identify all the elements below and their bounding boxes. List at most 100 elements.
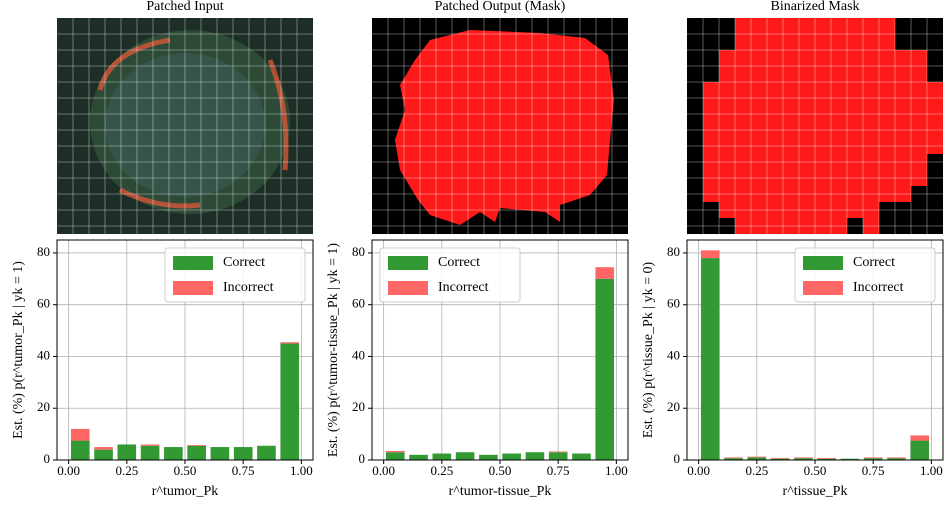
bar: [572, 453, 591, 460]
legend-swatch: [803, 256, 843, 270]
bar: [863, 458, 883, 460]
bar: [770, 458, 790, 460]
legend-label: Correct: [438, 255, 480, 270]
x-tick-label: 0.75: [232, 463, 255, 478]
y-axis-label: Est. (%) p(r^tumor_Pk | yk = 1): [11, 261, 26, 439]
bar: [525, 452, 545, 460]
y-axis-label: Est. (%) p(r^tissue_Pk | yk = 0): [641, 262, 656, 439]
mask-region: [395, 30, 614, 225]
bar: [502, 453, 521, 460]
plot-frame: [686, 239, 944, 461]
bar: [595, 267, 615, 279]
bar: [595, 278, 615, 460]
bar: [747, 457, 767, 460]
panel-title: Patched Input: [146, 0, 223, 14]
x-axis-label: r^tissue_Pk: [783, 484, 848, 499]
legend-label: Incorrect: [438, 280, 489, 295]
y-tick-label: 80: [352, 244, 365, 259]
bar: [794, 457, 813, 459]
bar: [140, 445, 160, 460]
y-axis-label: Est. (%) p(r^tumor-tissue_Pk | yk = 1): [326, 243, 341, 457]
y-tick-label: 80: [37, 244, 50, 259]
legend-swatch: [388, 256, 428, 270]
plot-frame: [371, 239, 629, 461]
bar: [863, 457, 883, 459]
bar: [794, 458, 813, 460]
bar: [70, 440, 90, 460]
x-tick-label: 0.00: [687, 463, 710, 478]
y-tick-label: 80: [667, 244, 680, 259]
bar: [887, 458, 906, 460]
x-tick-label: 0.75: [547, 463, 570, 478]
y-tick-label: 60: [37, 296, 50, 311]
bar: [840, 458, 860, 460]
x-axis-label: r^tumor_Pk: [152, 484, 218, 499]
y-tick-label: 20: [352, 399, 365, 414]
x-tick-label: 0.00: [57, 463, 80, 478]
legend-label: Incorrect: [223, 280, 274, 295]
bar: [94, 449, 113, 460]
x-tick-label: 0.50: [804, 463, 827, 478]
x-tick-label: 0.00: [372, 463, 395, 478]
bar: [817, 457, 836, 459]
bar: [548, 452, 568, 460]
bar: [210, 447, 230, 460]
legend-label: Correct: [223, 255, 265, 270]
mask-region: [703, 18, 943, 234]
bar: [385, 450, 405, 453]
y-tick-label: 60: [667, 296, 680, 311]
mask-image: [372, 18, 628, 234]
x-tick-label: 0.75: [862, 463, 885, 478]
x-tick-label: 0.50: [174, 463, 197, 478]
bar: [548, 451, 568, 453]
x-tick-label: 0.50: [489, 463, 512, 478]
x-tick-label: 1.00: [920, 463, 943, 478]
bar: [747, 456, 767, 458]
bar: [817, 458, 836, 460]
bar: [724, 458, 743, 460]
bar: [385, 452, 405, 460]
bar: [432, 453, 452, 460]
bar: [187, 444, 206, 446]
bar: [233, 447, 253, 460]
y-tick-label: 0: [359, 451, 366, 466]
bar: [94, 447, 113, 450]
legend-swatch: [803, 281, 843, 295]
y-tick-label: 40: [352, 347, 365, 362]
x-tick-label: 0.25: [430, 463, 453, 478]
bar: [257, 445, 276, 460]
y-tick-label: 40: [667, 347, 680, 362]
tissue: [105, 53, 265, 197]
y-tick-label: 0: [674, 451, 681, 466]
y-tick-label: 20: [667, 399, 680, 414]
bar: [455, 452, 475, 460]
x-tick-label: 0.25: [745, 463, 768, 478]
x-axis-label: r^tumor-tissue_Pk: [449, 484, 552, 499]
x-tick-label: 1.00: [605, 463, 628, 478]
legend-swatch: [173, 281, 213, 295]
bar: [700, 258, 720, 460]
patch-grids: [57, 18, 943, 234]
plot-frame: [56, 239, 314, 461]
bar: [164, 447, 183, 460]
y-tick-label: 40: [37, 347, 50, 362]
y-tick-label: 20: [37, 399, 50, 414]
x-tick-label: 1.00: [290, 463, 313, 478]
bar: [770, 457, 790, 459]
legend-label: Incorrect: [853, 280, 904, 295]
tissue-edge: [97, 37, 289, 209]
bar: [409, 454, 428, 460]
bar: [140, 444, 160, 446]
bar: [280, 343, 300, 460]
bar: [117, 444, 137, 460]
input-image: [57, 18, 313, 234]
legend-label: Correct: [853, 255, 895, 270]
y-tick-label: 60: [352, 296, 365, 311]
legend-swatch: [173, 256, 213, 270]
y-tick-label: 0: [44, 451, 51, 466]
bar: [280, 342, 300, 344]
bar: [724, 457, 743, 459]
bar: [70, 428, 90, 441]
